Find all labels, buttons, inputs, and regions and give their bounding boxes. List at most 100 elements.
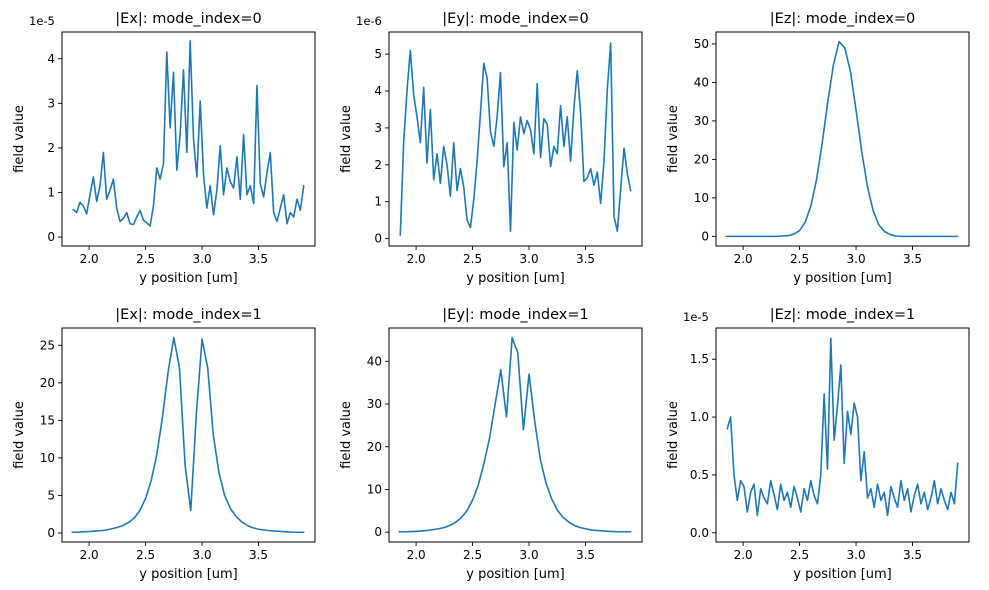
x-axis-label: y position [um] bbox=[466, 271, 565, 286]
x-tick-label: 2.0 bbox=[734, 548, 753, 562]
y-tick-label: 0.5 bbox=[690, 468, 709, 482]
x-tick-label: 2.5 bbox=[790, 252, 809, 266]
axes-frame bbox=[61, 31, 316, 247]
x-tick-label: 3.0 bbox=[847, 548, 866, 562]
y-tick-label: 20 bbox=[367, 440, 382, 454]
x-tick-label: 2.0 bbox=[734, 252, 753, 266]
axes-frame bbox=[388, 327, 643, 543]
y-tick-label: 1 bbox=[374, 195, 382, 209]
y-tick-label: 3 bbox=[47, 96, 55, 110]
y-tick-label: 40 bbox=[694, 75, 709, 89]
y-tick-label: 10 bbox=[40, 451, 55, 465]
x-tick-label: 3.0 bbox=[520, 252, 539, 266]
x-tick-label: 2.0 bbox=[80, 252, 99, 266]
y-tick-label: 0.0 bbox=[690, 526, 709, 540]
axes-frame bbox=[715, 31, 970, 247]
axes-frame bbox=[715, 327, 970, 543]
y-tick-label: 4 bbox=[374, 84, 382, 98]
x-tick-label: 2.5 bbox=[136, 548, 155, 562]
y-tick-label: 10 bbox=[367, 482, 382, 496]
x-tick-label: 2.0 bbox=[80, 548, 99, 562]
y-axis-label: field value bbox=[12, 105, 27, 173]
subplot-2--ez-mode-index-0: 2.0 2.5 3.0 3.5 0 10 20 30 40 50 |Ez|: mode_index=… bbox=[664, 6, 979, 288]
y-tick-label: 2 bbox=[374, 158, 382, 172]
x-tick-label: 3.5 bbox=[249, 252, 268, 266]
data-line bbox=[72, 40, 305, 227]
data-line bbox=[398, 337, 632, 533]
x-tick-label: 3.0 bbox=[193, 252, 212, 266]
y-tick-label: 25 bbox=[40, 338, 55, 352]
x-tick-label: 3.0 bbox=[847, 252, 866, 266]
y-axis-label: field value bbox=[666, 105, 681, 173]
y-tick-label: 40 bbox=[367, 354, 382, 368]
subplot-svg-5: 2.0 2.5 3.0 3.5 0.0 0.5 1.0 1.5 |Ez|: mode_index… bbox=[666, 307, 970, 582]
x-tick-label: 3.0 bbox=[520, 548, 539, 562]
x-tick-label: 3.5 bbox=[249, 548, 268, 562]
x-tick-label: 3.0 bbox=[193, 548, 212, 562]
x-tick-label: 2.0 bbox=[407, 548, 426, 562]
y-tick-label: 20 bbox=[694, 152, 709, 166]
x-axis-label: y position [um] bbox=[466, 567, 565, 582]
y-tick-label: 0 bbox=[701, 229, 709, 243]
y-tick-label: 30 bbox=[694, 114, 709, 128]
y-tick-label: 15 bbox=[40, 413, 55, 427]
subplot-1--ey-mode-index-0: 2.0 2.5 3.0 3.5 0 1 2 3 4 5 |Ey|: mode_index=0 1e-6… bbox=[337, 6, 652, 288]
x-tick-label: 3.5 bbox=[903, 252, 922, 266]
x-axis-label: y position [um] bbox=[793, 271, 892, 286]
x-tick-label: 3.5 bbox=[576, 252, 595, 266]
y-tick-label: 1.0 bbox=[690, 410, 709, 424]
y-tick-label: 0 bbox=[47, 230, 55, 244]
y-axis-label: field value bbox=[666, 401, 681, 469]
y-tick-label: 50 bbox=[694, 37, 709, 51]
subplot-svg-0: 2.0 2.5 3.0 3.5 0 1 2 3 4 |Ex|: mode_index=0 1e-5 y… bbox=[12, 11, 316, 286]
x-axis-label: y position [um] bbox=[793, 567, 892, 582]
subplot-svg-1: 2.0 2.5 3.0 3.5 0 1 2 3 4 5 |Ey|: mode_index=0 1e-6… bbox=[339, 11, 643, 286]
x-tick-label: 3.5 bbox=[576, 548, 595, 562]
axis-offset-label: 1e-5 bbox=[29, 14, 55, 28]
y-axis-label: field value bbox=[339, 401, 354, 469]
data-line bbox=[726, 337, 959, 517]
x-tick-label: 2.5 bbox=[136, 252, 155, 266]
y-tick-label: 20 bbox=[40, 376, 55, 390]
axes-frame bbox=[388, 31, 643, 247]
y-tick-label: 5 bbox=[47, 488, 55, 502]
y-tick-label: 0 bbox=[374, 525, 382, 539]
y-tick-label: 4 bbox=[47, 52, 55, 66]
subplot-title: |Ex|: mode_index=0 bbox=[115, 11, 261, 27]
x-tick-label: 2.5 bbox=[463, 548, 482, 562]
x-axis-label: y position [um] bbox=[139, 567, 238, 582]
x-tick-label: 2.5 bbox=[790, 548, 809, 562]
subplot-svg-2: 2.0 2.5 3.0 3.5 0 10 20 30 40 50 |Ez|: mode_index=… bbox=[666, 11, 970, 286]
y-tick-label: 3 bbox=[374, 121, 382, 135]
y-tick-label: 1 bbox=[47, 186, 55, 200]
y-tick-label: 30 bbox=[367, 397, 382, 411]
x-tick-label: 2.5 bbox=[463, 252, 482, 266]
subplot-title: |Ez|: mode_index=1 bbox=[770, 307, 915, 323]
x-tick-label: 3.5 bbox=[903, 548, 922, 562]
y-axis-label: field value bbox=[12, 401, 27, 469]
subplot-title: |Ex|: mode_index=1 bbox=[115, 307, 261, 323]
axes-frame bbox=[61, 327, 316, 543]
x-tick-label: 2.0 bbox=[407, 252, 426, 266]
y-tick-label: 1.5 bbox=[690, 352, 709, 366]
axis-offset-label: 1e-5 bbox=[683, 310, 709, 324]
y-axis-label: field value bbox=[339, 105, 354, 173]
subplot-5--ez-mode-index-1: 2.0 2.5 3.0 3.5 0.0 0.5 1.0 1.5 |Ez|: mode_index… bbox=[664, 302, 979, 584]
subplot-title: |Ey|: mode_index=1 bbox=[442, 307, 588, 323]
subplot-svg-3: 2.0 2.5 3.0 3.5 0 5 10 15 20 25 |Ex|: mode_index=1… bbox=[12, 307, 316, 582]
subplot-0--ex-mode-index-0: 2.0 2.5 3.0 3.5 0 1 2 3 4 |Ex|: mode_index=0 1e-5 y… bbox=[10, 6, 325, 288]
y-tick-label: 0 bbox=[374, 232, 382, 246]
y-tick-label: 5 bbox=[374, 47, 382, 61]
axis-offset-label: 1e-6 bbox=[356, 14, 382, 28]
data-line bbox=[725, 40, 959, 238]
y-tick-label: 2 bbox=[47, 141, 55, 155]
subplot-3--ex-mode-index-1: 2.0 2.5 3.0 3.5 0 5 10 15 20 25 |Ex|: mode_index=1… bbox=[10, 302, 325, 584]
data-line bbox=[399, 42, 632, 236]
x-axis-label: y position [um] bbox=[139, 271, 238, 286]
data-line bbox=[71, 336, 305, 534]
y-tick-label: 0 bbox=[47, 526, 55, 540]
y-tick-label: 10 bbox=[694, 191, 709, 205]
subplot-title: |Ez|: mode_index=0 bbox=[770, 11, 915, 27]
